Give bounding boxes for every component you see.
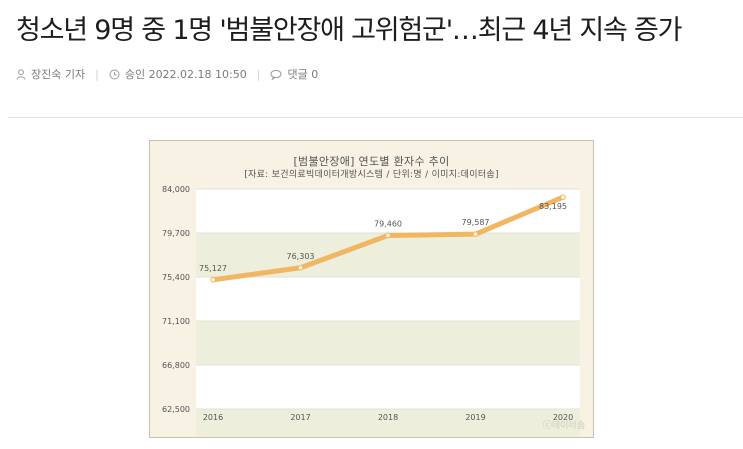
- x-tick-label: 2020: [553, 413, 573, 422]
- speech-bubble-icon: [270, 69, 282, 80]
- data-label: 83,195: [539, 202, 567, 211]
- x-tick-label: 2016: [203, 413, 223, 422]
- article-headline: 청소년 9명 중 1명 '범불안장애 고위험군'…최근 4년 지속 증가: [16, 15, 683, 46]
- author-info: 장진숙 기자: [16, 66, 85, 82]
- grid-band: [196, 321, 580, 365]
- data-label: 79,587: [462, 218, 490, 227]
- comment-info[interactable]: 댓글 0: [270, 66, 318, 82]
- meta-divider: |: [256, 67, 261, 81]
- grid-band: [196, 233, 580, 277]
- clock-icon: [109, 69, 120, 80]
- grid-band: [196, 409, 580, 437]
- data-point: [297, 264, 304, 271]
- data-point: [560, 194, 566, 201]
- data-label: 76,303: [287, 252, 315, 261]
- author-name[interactable]: 장진숙 기자: [31, 68, 86, 81]
- chart-subtitle: [자료: 보건의료빅데이터개방시스템 / 단위:명 / 이미지:데이터솜]: [244, 170, 499, 180]
- chart-title: [범불안장애] 연도별 환자수 추이: [293, 155, 450, 168]
- header-divider: [8, 117, 743, 118]
- plot-area: [196, 189, 580, 409]
- data-point: [472, 231, 479, 237]
- data-point: [385, 232, 391, 239]
- watermark: ⓒ데이터솜: [542, 421, 585, 431]
- data-label: 79,460: [374, 219, 402, 228]
- line-chart: 62,500 66,800 71,100 75,400 79,700 84,000 2016…: [162, 185, 580, 437]
- y-tick-label: 84,000: [162, 185, 190, 194]
- person-icon: [16, 68, 26, 80]
- y-tick-label: 75,400: [162, 273, 190, 282]
- y-tick-label: 62,500: [162, 405, 190, 414]
- x-tick-label: 2018: [378, 413, 398, 422]
- article-meta: 장진숙 기자 | 승인 2022.02.18 10:50 | 댓글 0: [16, 66, 318, 82]
- y-tick-label: 71,100: [162, 317, 190, 326]
- chart-figure: 62,500 66,800 71,100 75,400 79,700 84,000 2016…: [149, 140, 594, 438]
- data-label: 75,127: [199, 264, 227, 273]
- approval-timestamp: 승인 2022.02.18 10:50: [124, 68, 247, 81]
- comment-count[interactable]: 댓글 0: [287, 68, 319, 81]
- x-tick-label: 2017: [290, 413, 310, 422]
- y-tick-label: 66,800: [162, 361, 190, 370]
- meta-divider: |: [95, 67, 99, 81]
- data-point: [210, 276, 216, 283]
- y-tick-label: 79,700: [162, 229, 190, 238]
- x-tick-label: 2019: [465, 413, 485, 422]
- approval-info: 승인 2022.02.18 10:50: [109, 66, 247, 82]
